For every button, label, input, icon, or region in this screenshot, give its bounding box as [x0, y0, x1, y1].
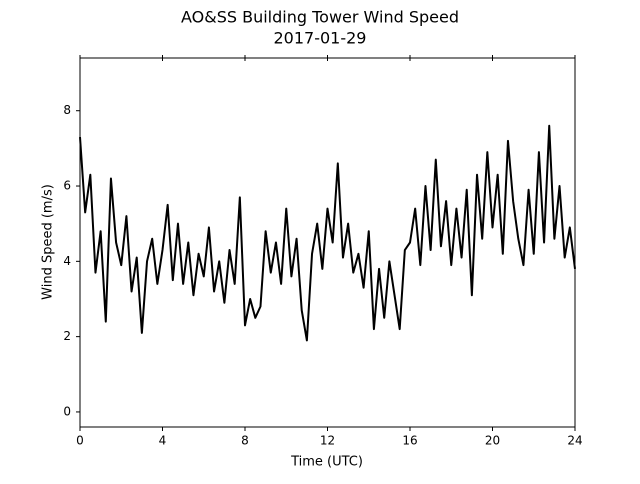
- chart-subtitle: 2017-01-29: [274, 29, 367, 48]
- x-tick-label: 0: [76, 434, 84, 448]
- x-tick-label: 8: [241, 434, 249, 448]
- y-axis-label: Wind Speed (m/s): [41, 184, 56, 300]
- plot-frame: [79, 57, 576, 428]
- y-tick-label: 0: [63, 404, 71, 418]
- y-tick-label: 4: [63, 254, 71, 268]
- x-tick-label: 4: [159, 434, 167, 448]
- chart-title: AO&SS Building Tower Wind Speed: [181, 8, 459, 27]
- x-tick-label: 16: [402, 434, 417, 448]
- x-tick-label: 12: [320, 434, 335, 448]
- x-axis-label: Time (UTC): [290, 455, 363, 470]
- y-tick-label: 2: [63, 329, 71, 343]
- y-tick-label: 8: [63, 103, 71, 117]
- x-tick-label: 20: [485, 434, 500, 448]
- series-line: [79, 124, 576, 342]
- y-tick-label: 6: [63, 179, 71, 193]
- x-tick-label: 24: [567, 434, 582, 448]
